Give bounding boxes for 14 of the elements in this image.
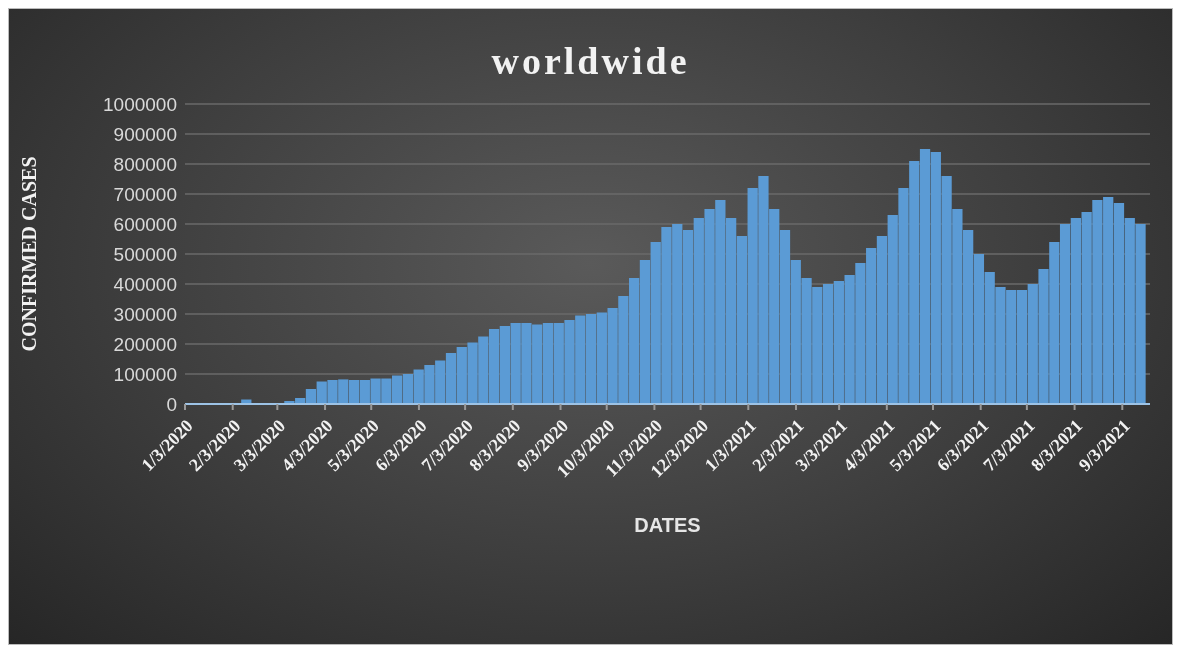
y-tick-label: 700000	[113, 183, 177, 205]
y-tick-label: 600000	[113, 213, 177, 235]
y-tick-label: 1000000	[103, 93, 177, 115]
y-axis-title: CONFIRMED CASES	[18, 156, 41, 352]
y-tick-label: 200000	[113, 333, 177, 355]
y-tick-label: 400000	[113, 273, 177, 295]
y-tick-label: 0	[166, 393, 177, 415]
y-tick-label: 500000	[113, 243, 177, 265]
chart-title: worldwide	[490, 39, 691, 83]
y-tick-label: 100000	[113, 363, 177, 385]
y-tick-label: 900000	[113, 123, 177, 145]
y-tick-label: 300000	[113, 303, 177, 325]
x-axis-title: DATES	[634, 514, 701, 536]
y-tick-label: 800000	[113, 153, 177, 175]
